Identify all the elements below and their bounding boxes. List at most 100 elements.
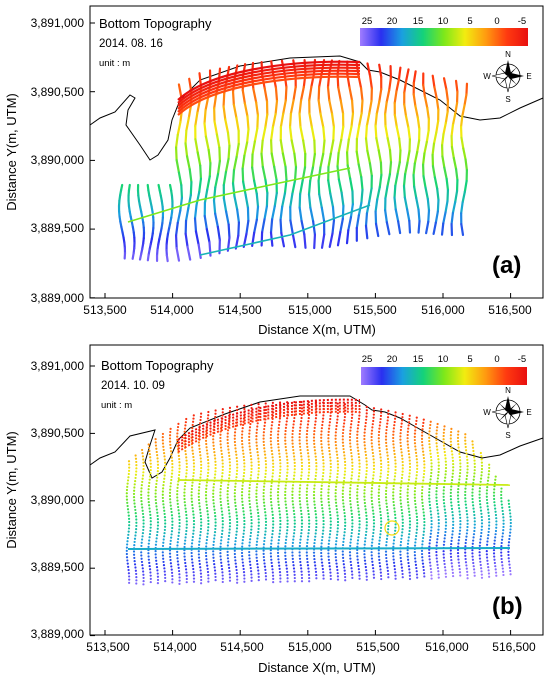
- sounding-point: [342, 438, 344, 440]
- sounding-point: [170, 428, 172, 430]
- sounding-point: [294, 580, 296, 582]
- sounding-point: [445, 576, 447, 578]
- sounding-point: [508, 503, 510, 505]
- sounding-point: [335, 502, 337, 504]
- sounding-point: [221, 514, 223, 516]
- sounding-point: [185, 571, 187, 573]
- sounding-point: [471, 552, 473, 554]
- sounding-point: [415, 455, 417, 457]
- sounding-point: [198, 448, 200, 450]
- sounding-point: [473, 479, 475, 481]
- sounding-point: [227, 484, 229, 486]
- sounding-point: [372, 570, 374, 572]
- sounding-point: [241, 430, 243, 432]
- sounding-point: [400, 560, 402, 562]
- sounding-point: [357, 539, 359, 541]
- sounding-point: [459, 469, 461, 471]
- sounding-point: [191, 555, 193, 557]
- sounding-point: [135, 454, 137, 456]
- sounding-point: [212, 553, 214, 555]
- sounding-point: [243, 517, 245, 519]
- sounding-point: [294, 468, 296, 470]
- sounding-point: [292, 507, 294, 509]
- sounding-point: [320, 488, 322, 490]
- sounding-point: [342, 432, 344, 434]
- sounding-point: [157, 470, 159, 472]
- survey-line-segment: [366, 226, 367, 238]
- sounding-point: [373, 525, 375, 527]
- sounding-point: [155, 489, 157, 491]
- sounding-point: [243, 529, 245, 531]
- sounding-point: [473, 533, 475, 535]
- sounding-point: [200, 518, 202, 520]
- sounding-point: [184, 424, 186, 426]
- sounding-point: [156, 473, 158, 475]
- sounding-point: [186, 523, 188, 525]
- sounding-point: [307, 478, 309, 480]
- sounding-point: [416, 516, 418, 518]
- sounding-point: [365, 473, 367, 475]
- sounding-point: [155, 505, 157, 507]
- sounding-point: [250, 577, 252, 579]
- sounding-point: [407, 539, 409, 541]
- sounding-point: [263, 550, 265, 552]
- sounding-point: [227, 506, 229, 508]
- sounding-point: [212, 489, 214, 491]
- sounding-point: [177, 484, 179, 486]
- sounding-point: [450, 540, 452, 542]
- sounding-point: [148, 543, 150, 545]
- sounding-point: [501, 503, 503, 505]
- sounding-point: [372, 455, 374, 457]
- sounding-point: [185, 421, 187, 423]
- sounding-point: [185, 475, 187, 477]
- sounding-point: [222, 578, 224, 580]
- survey-line-segment: [361, 190, 362, 203]
- sounding-point: [127, 566, 129, 568]
- sounding-point: [250, 580, 252, 582]
- sounding-point: [452, 572, 454, 574]
- sounding-point: [416, 522, 418, 524]
- sounding-point: [133, 496, 135, 498]
- sounding-point: [250, 570, 252, 572]
- sounding-point: [343, 477, 345, 479]
- sounding-point: [343, 566, 345, 568]
- sounding-point: [322, 568, 324, 570]
- sounding-point: [408, 456, 410, 458]
- sounding-point: [205, 491, 207, 493]
- sounding-point: [306, 545, 308, 547]
- sounding-point: [328, 447, 330, 449]
- sounding-point: [322, 472, 324, 474]
- survey-line-segment: [205, 110, 206, 123]
- sounding-point: [220, 558, 222, 560]
- sounding-point: [486, 492, 488, 494]
- sounding-point: [315, 456, 317, 458]
- sounding-point: [451, 453, 453, 455]
- sounding-point: [401, 535, 403, 537]
- sounding-point: [234, 495, 236, 497]
- sounding-point: [394, 510, 396, 512]
- sounding-point: [199, 537, 201, 539]
- sounding-point: [256, 486, 258, 488]
- sounding-point: [250, 522, 252, 524]
- sounding-point: [328, 562, 330, 564]
- sounding-point: [372, 420, 374, 422]
- sounding-point: [227, 541, 229, 543]
- survey-line-segment: [323, 141, 324, 154]
- sounding-point: [250, 455, 252, 457]
- x-axis-label: Distance X(m, UTM): [258, 322, 376, 337]
- sounding-point: [135, 579, 137, 581]
- sounding-point: [242, 536, 244, 538]
- sounding-point: [385, 499, 387, 501]
- sounding-point: [199, 419, 201, 421]
- sounding-point: [349, 542, 351, 544]
- survey-line-segment: [452, 125, 453, 136]
- sounding-point: [357, 536, 359, 538]
- sounding-point: [423, 524, 425, 526]
- sounding-point: [278, 561, 280, 563]
- sounding-point: [501, 564, 503, 566]
- sounding-point: [193, 517, 195, 519]
- sounding-point: [308, 516, 310, 518]
- sounding-point: [344, 416, 346, 418]
- sounding-point: [364, 540, 366, 542]
- sounding-point: [293, 452, 295, 454]
